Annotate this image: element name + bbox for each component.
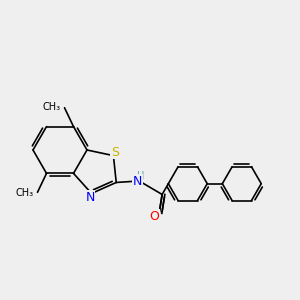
- Text: CH₃: CH₃: [43, 102, 61, 112]
- Text: O: O: [150, 210, 160, 223]
- Text: N: N: [133, 175, 142, 188]
- Text: N: N: [85, 190, 95, 203]
- Text: H: H: [137, 172, 144, 182]
- Text: S: S: [111, 146, 119, 158]
- Text: CH₃: CH₃: [16, 188, 34, 198]
